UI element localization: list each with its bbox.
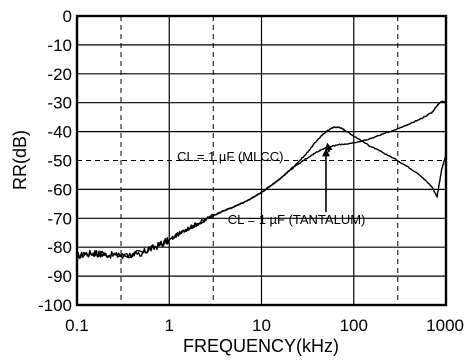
y-tick-label: -20: [47, 65, 72, 84]
grid: [77, 16, 446, 305]
plot-frame: [75, 14, 448, 307]
annotation-tantalum: CL = 1 µF (TANTALUM): [228, 212, 366, 227]
y-tick-label: -30: [47, 94, 72, 113]
annotation-mlcc: CL = 1 µF (MLCC): [177, 149, 283, 164]
x-tick-label: 1000: [426, 316, 464, 335]
x-tick-label: 1: [165, 316, 174, 335]
series-line-mlcc: [76, 126, 447, 260]
annotations: CL = 1 µF (MLCC) CL = 1 µF (TANTALUM): [177, 142, 366, 227]
x-tick-label: 100: [340, 316, 368, 335]
x-tick-labels: 0.1 1 10 100 1000: [65, 316, 464, 335]
y-tick-label: -90: [47, 267, 72, 286]
y-tick-label: -60: [47, 180, 72, 199]
y-tick-label: 0: [63, 7, 72, 26]
series-line-tantalum: [76, 100, 447, 260]
y-tick-label: -40: [47, 123, 72, 142]
y-tick-label: -80: [47, 238, 72, 257]
y-tick-label: -50: [47, 152, 72, 171]
curves: [76, 100, 447, 260]
y-tick-label: -100: [38, 296, 72, 315]
x-axis-title: FREQUENCY(kHz): [183, 336, 339, 356]
y-tick-label: -10: [47, 36, 72, 55]
y-axis-title: RR(dB): [10, 130, 30, 190]
y-tick-labels: 0 -10 -20 -30 -40 -50 -60 -70 -80 -90 -100: [38, 7, 72, 315]
x-tick-label: 10: [252, 316, 271, 335]
y-tick-label: -70: [47, 209, 72, 228]
x-tick-label: 0.1: [65, 316, 89, 335]
